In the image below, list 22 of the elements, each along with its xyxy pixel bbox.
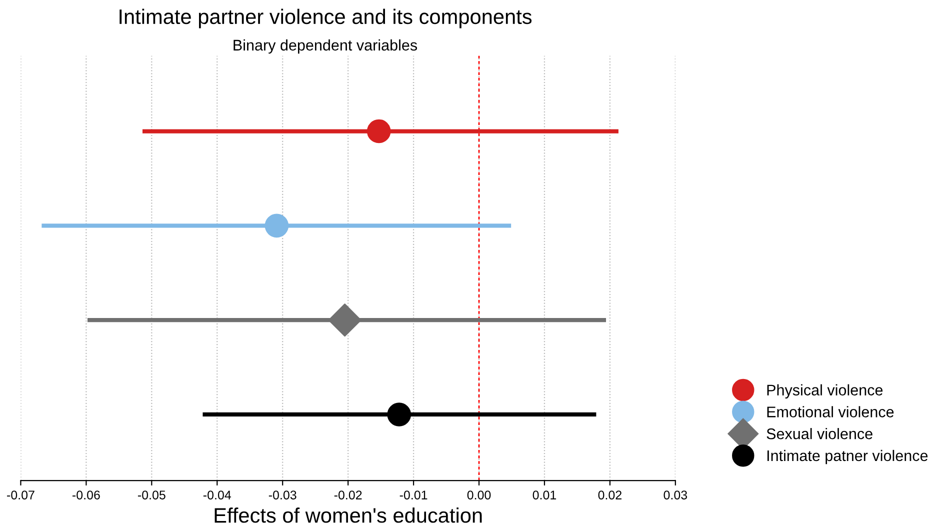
legend-label: Emotional violence [767, 406, 894, 418]
legend-label: Intimate patner violence [767, 450, 928, 464]
chart-title: Intimate partner violence and its components [120, 8, 532, 28]
x-tick-label: -0.03 [268, 490, 296, 500]
x-tick-label: 0.00 [467, 490, 491, 500]
point [387, 402, 412, 426]
x-axis-title: Effects of women's education [214, 507, 482, 523]
point [264, 214, 289, 238]
x-tick-label: -0.02 [334, 490, 362, 500]
chart-subtitle: Binary dependent variables [234, 39, 418, 54]
x-tick-label: -0.06 [72, 490, 100, 500]
point [366, 119, 391, 144]
x-tick-label: -0.07 [7, 490, 34, 500]
x-tick-label: 0.02 [598, 490, 622, 500]
x-tick-label: -0.04 [203, 490, 232, 500]
x-tick-label: 0.01 [532, 490, 556, 500]
point [328, 304, 362, 337]
legend-label: Sexual violence [766, 428, 872, 440]
x-tick-label: 0.03 [664, 490, 688, 500]
x-tick-label: -0.05 [138, 490, 166, 500]
x-tick-label: -0.01 [400, 490, 428, 500]
legend-label: Physical violence [767, 384, 883, 399]
